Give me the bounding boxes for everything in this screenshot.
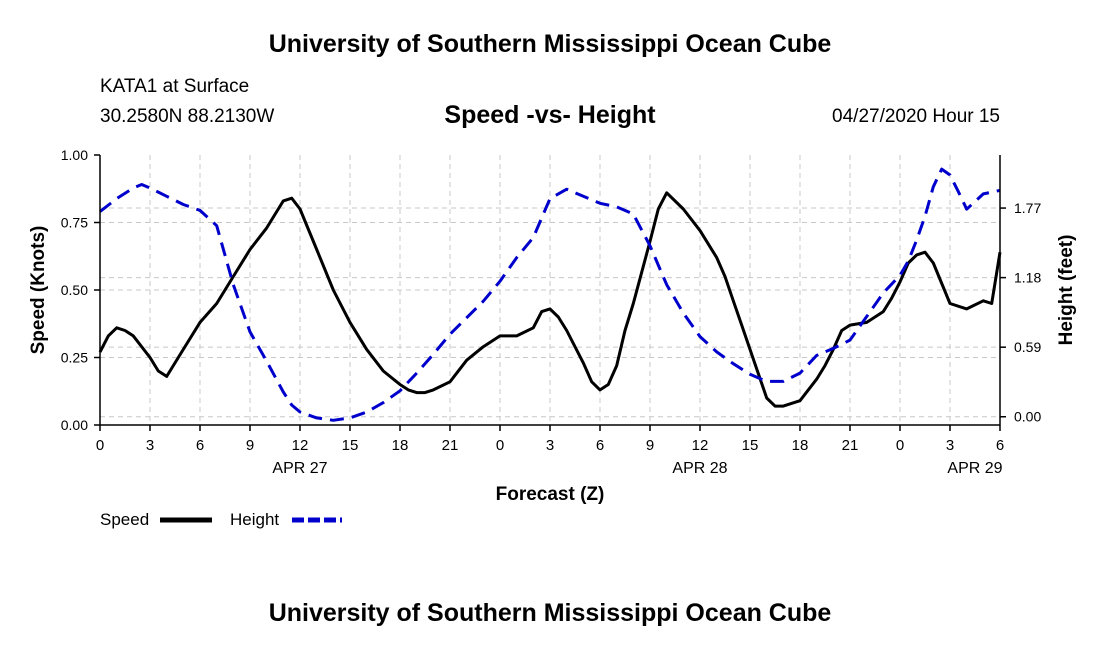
x-tick-label: 21 <box>442 437 459 454</box>
x-tick-label: 0 <box>496 437 504 454</box>
station-name: KATA1 at Surface <box>100 76 250 97</box>
chart-subtitle: Speed -vs- Height <box>444 101 656 129</box>
forecast-datetime: 04/27/2020 Hour 15 <box>832 106 1000 127</box>
series-line-height <box>99 167 1001 422</box>
x-tick-label: 15 <box>742 437 759 454</box>
y2-tick-label: 1.77 <box>1014 200 1041 216</box>
y2-axis-label: Height (feet) <box>1056 235 1077 346</box>
x-tick-label: 6 <box>196 437 204 454</box>
chart-legend: Speed Height <box>100 510 342 529</box>
y-tick-label: 0.00 <box>61 417 88 433</box>
x-axis-label: Forecast (Z) <box>496 484 605 505</box>
x-date-label: APR 27 <box>272 460 327 477</box>
x-tick-label: 9 <box>246 437 254 454</box>
series-line-speed <box>98 191 1002 408</box>
legend-label-speed: Speed <box>100 510 149 529</box>
x-tick-label: 12 <box>292 437 309 454</box>
x-tick-label: 18 <box>792 437 809 454</box>
x-tick-label: 3 <box>146 437 154 454</box>
x-tick-label: 0 <box>896 437 904 454</box>
x-tick-label: 6 <box>596 437 604 454</box>
chart-axes <box>94 154 1006 431</box>
chart-series <box>98 167 1002 422</box>
legend-label-height: Height <box>230 510 279 529</box>
station-coordinates: 30.2580N 88.2130W <box>100 106 275 127</box>
y-tick-label: 0.25 <box>61 350 88 366</box>
page-title: University of Southern Mississippi Ocean… <box>268 30 832 58</box>
chart-labels: 0 3 6 9 12 15 18 21 0 3 6 9 12 15 18 21 0 3 6 APR 27 APR 28 A… <box>28 147 1077 505</box>
footer-title: University of Southern Mississippi Ocean… <box>268 599 832 627</box>
x-tick-label: 3 <box>546 437 554 454</box>
y-tick-label: 1.00 <box>61 147 88 163</box>
x-tick-label: 12 <box>692 437 709 454</box>
y2-tick-label: 1.18 <box>1014 270 1041 286</box>
y-tick-label: 0.75 <box>61 215 88 231</box>
x-tick-label: 0 <box>96 437 104 454</box>
y-axis-label: Speed (Knots) <box>28 226 49 355</box>
x-tick-label: 21 <box>842 437 859 454</box>
x-date-label: APR 28 <box>672 460 727 477</box>
x-tick-label: 6 <box>996 437 1004 454</box>
chart-grid <box>100 155 1000 425</box>
y2-tick-label: 0.00 <box>1014 409 1041 425</box>
x-tick-label: 18 <box>392 437 409 454</box>
y2-tick-label: 0.59 <box>1014 339 1041 355</box>
x-tick-label: 9 <box>646 437 654 454</box>
x-date-label: APR 29 <box>947 460 1002 477</box>
y-tick-label: 0.50 <box>61 282 88 298</box>
x-tick-label: 3 <box>946 437 954 454</box>
x-tick-label: 15 <box>342 437 359 454</box>
